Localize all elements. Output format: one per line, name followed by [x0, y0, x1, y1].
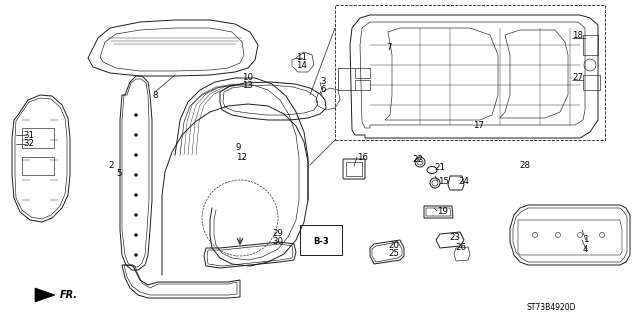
Text: 3: 3	[320, 78, 326, 86]
Circle shape	[134, 153, 138, 157]
Text: 19: 19	[437, 206, 448, 216]
Text: 23: 23	[449, 234, 460, 242]
Text: 15: 15	[438, 176, 449, 186]
Bar	[300, 225, 342, 255]
Circle shape	[134, 194, 138, 197]
Text: 8: 8	[152, 91, 157, 100]
Bar	[346, 162, 362, 176]
Bar	[335, 5, 605, 140]
Text: 22: 22	[412, 155, 423, 165]
Text: 29: 29	[272, 228, 283, 238]
Text: 5: 5	[116, 169, 122, 179]
Circle shape	[134, 114, 138, 116]
Text: 6: 6	[320, 85, 326, 94]
Text: 10: 10	[242, 73, 253, 83]
Text: ST73B4920D: ST73B4920D	[527, 303, 576, 313]
Circle shape	[134, 254, 138, 256]
Text: B-3: B-3	[313, 236, 329, 246]
Text: 16: 16	[357, 152, 368, 161]
Text: 14: 14	[296, 62, 307, 70]
Text: 28: 28	[519, 160, 530, 169]
Text: FR.: FR.	[60, 290, 78, 300]
Circle shape	[134, 213, 138, 217]
Polygon shape	[35, 288, 55, 302]
Text: 7: 7	[386, 43, 392, 53]
Text: 13: 13	[242, 81, 253, 91]
Circle shape	[134, 133, 138, 137]
Text: 9: 9	[236, 144, 241, 152]
Text: 11: 11	[296, 54, 307, 63]
Text: 27: 27	[572, 73, 583, 83]
Text: 18: 18	[572, 32, 583, 41]
Text: 26: 26	[455, 242, 466, 251]
Text: 21: 21	[434, 164, 445, 173]
Text: 20: 20	[388, 241, 399, 249]
Text: 32: 32	[23, 139, 34, 149]
Text: 2: 2	[108, 160, 113, 169]
Text: 25: 25	[388, 249, 399, 258]
Text: 31: 31	[23, 130, 34, 139]
Bar	[22, 128, 54, 148]
Text: 4: 4	[583, 244, 589, 254]
Text: 17: 17	[473, 121, 484, 130]
Bar	[22, 157, 54, 175]
Text: 12: 12	[236, 152, 247, 161]
Text: 24: 24	[458, 176, 469, 186]
Circle shape	[134, 234, 138, 236]
Text: 30: 30	[272, 238, 283, 247]
Text: 1: 1	[583, 235, 589, 244]
Circle shape	[134, 174, 138, 176]
